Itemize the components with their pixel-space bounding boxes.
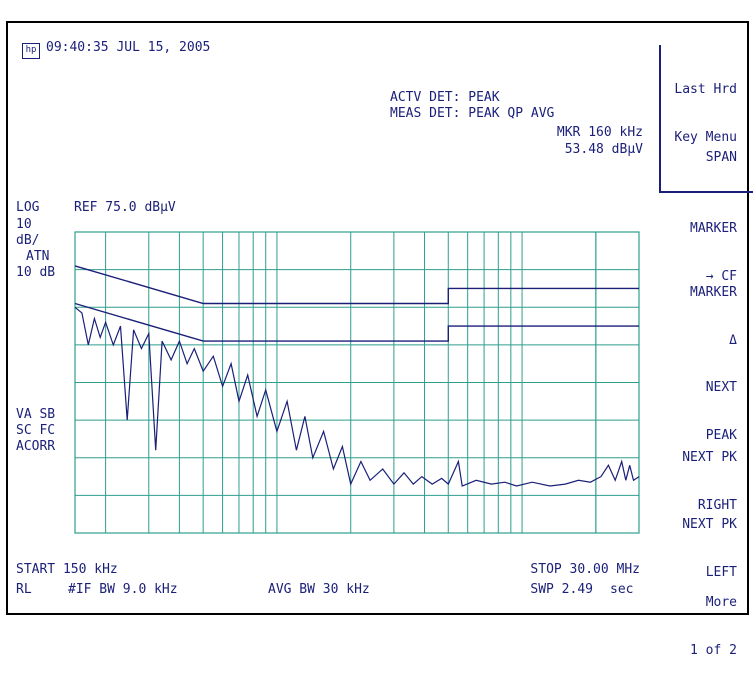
marker-frequency: MKR 160 kHz <box>556 125 643 140</box>
status-sc-fc: SC FC <box>16 423 56 438</box>
trace-line <box>74 306 640 487</box>
trace-group <box>74 265 640 487</box>
hp-logo-icon: hp <box>22 43 40 59</box>
softkey-label-line2: PEAK <box>705 428 737 443</box>
scale-unit: dB/ <box>16 233 40 248</box>
if-bandwidth: #IF BW 9.0 kHz <box>68 582 178 597</box>
softkey-label-line1: MARKER <box>690 221 737 236</box>
softkey-marker-delta[interactable]: MARKER Δ <box>637 253 737 381</box>
softkey-label-line1: NEXT PK <box>682 450 737 465</box>
softkey-next-peak-left[interactable]: NEXT PK LEFT <box>637 485 737 613</box>
softkey-last-hrd-key-menu[interactable]: Last Hrd Key Menu <box>637 50 737 178</box>
measure-detector: MEAS DET: PEAK QP AVG <box>390 106 555 121</box>
softkey-highlight-box <box>659 45 753 193</box>
reference-level: REF 75.0 dBμV <box>74 200 176 215</box>
softkey-label-line1: More <box>705 595 737 610</box>
softkey-next-peak-right[interactable]: NEXT PK RIGHT <box>637 418 737 546</box>
sweep-time: SWP 2.49 <box>530 582 593 597</box>
softkey-label-line2: RIGHT <box>697 498 737 513</box>
softkey-label-line1: NEXT PK <box>682 517 737 532</box>
start-frequency: START 150 kHz <box>16 562 118 577</box>
analyzer-screen: hp 09:40:35 JUL 15, 2005 ACTV DET: PEAK … <box>6 21 753 658</box>
attenuation-label: ATN <box>26 249 50 264</box>
status-va-sb: VA SB <box>16 407 56 422</box>
marker-level: 53.48 dBμV <box>564 142 643 157</box>
softkey-label-line1: SPAN <box>705 150 737 165</box>
limit-upper-line <box>74 265 639 305</box>
rl-label: RL <box>16 582 32 597</box>
grid-horizontal <box>75 269 639 496</box>
softkey-label-line2: Δ <box>729 333 737 348</box>
softkey-more[interactable]: More 1 of 2 <box>637 563 737 691</box>
caption-fragment <box>0 0 753 12</box>
status-acorr: ACORR <box>16 439 56 454</box>
limit-lower-line <box>74 302 639 342</box>
softkey-label-line1: Last Hrd <box>674 82 737 97</box>
softkey-marker-to-cf[interactable]: MARKER → CF <box>637 189 737 317</box>
softkey-label-line2: LEFT <box>705 565 737 580</box>
softkey-span[interactable]: SPAN <box>637 118 737 198</box>
stop-frequency: STOP 30.00 MHz <box>530 562 640 577</box>
scale-value: 10 <box>16 217 32 232</box>
softkey-next-peak[interactable]: NEXT PEAK <box>637 348 737 476</box>
softkey-label-line1: MARKER <box>690 285 737 300</box>
active-detector: ACTV DET: PEAK <box>390 90 500 105</box>
average-bandwidth: AVG BW 30 kHz <box>268 582 370 597</box>
softkey-label-line2: → CF <box>705 269 737 284</box>
sweep-unit: sec <box>610 582 634 597</box>
softkey-label-line2: 1 of 2 <box>690 643 737 658</box>
spectrum-plot <box>74 231 640 534</box>
attenuation-value: 10 dB <box>16 265 56 280</box>
softkey-label-line1: NEXT <box>705 380 737 395</box>
softkey-label-line2: Key Menu <box>674 130 737 145</box>
scale-mode: LOG <box>16 200 40 215</box>
grid-vertical <box>105 232 597 533</box>
timestamp: 09:40:35 JUL 15, 2005 <box>46 40 211 55</box>
